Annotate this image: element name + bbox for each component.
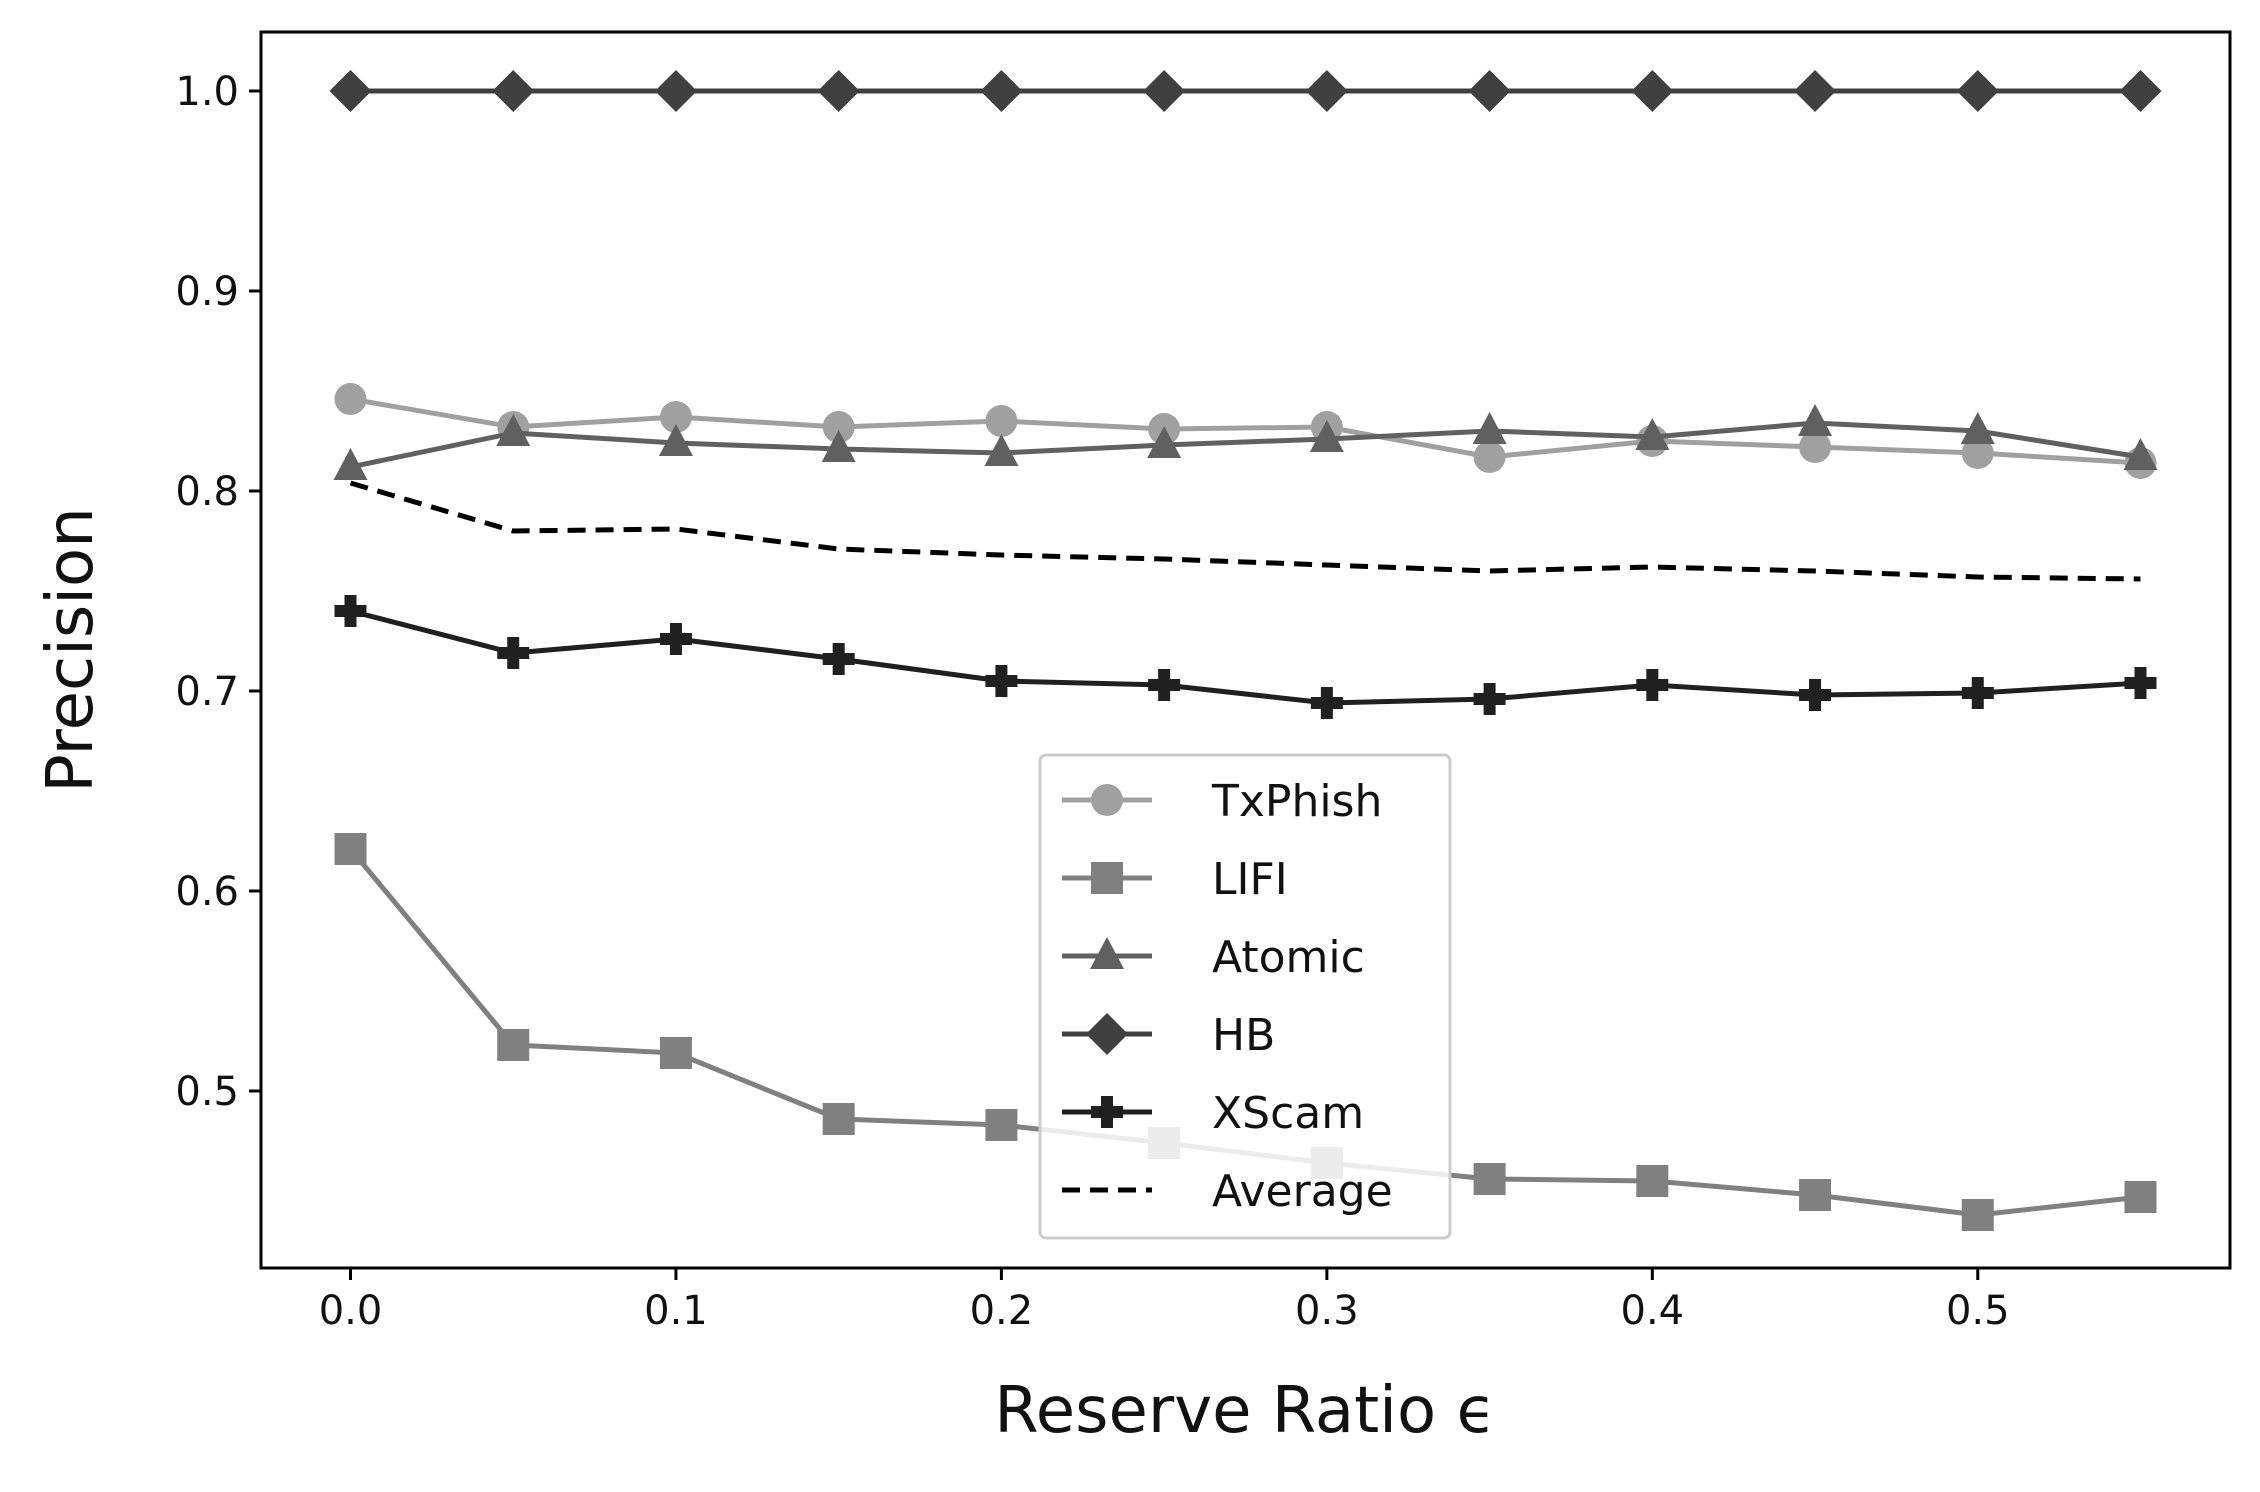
x-tick-label: 0.0 [319,1288,383,1334]
series-line-atomic [349,420,2141,470]
data-point-atomic [1798,404,1833,436]
data-point-lifi [2124,1181,2157,1213]
x-axis: 0.0 0.1 0.2 0.3 0.4 0.5 [319,1268,2010,1334]
data-point-xscam [1473,683,1506,715]
x-tick-label: 0.4 [1621,1288,1685,1334]
data-point-atomic [496,414,531,446]
data-point-xscam [2124,667,2157,699]
data-point-txphish [1961,437,1994,469]
data-point-atomic [1472,412,1507,444]
series-line-xscam [349,608,2141,706]
legend-item-atomic: Atomic [1062,932,1365,983]
data-point-hb [817,70,860,112]
data-point-hb [1305,70,1348,112]
y-tick-label: 0.9 [175,269,239,315]
legend: TxPhish LIFI Atomic HB XScam Average [1038,753,1452,1240]
legend-label: LIFI [1212,854,1288,905]
data-point-xscam [985,665,1018,697]
legend-item-txphish: TxPhish [1062,776,1382,827]
plot-frame [259,30,2232,1270]
y-tick-label: 0.8 [175,469,239,515]
data-point-atomic [1147,426,1182,458]
data-point-hb [1468,70,1511,112]
legend-item-xscam: XScam [1062,1088,1364,1139]
data-point-xscam [1636,669,1669,701]
series-line-txphish [350,396,2141,466]
data-point-xscam [1148,669,1181,701]
data-point-atomic [333,448,368,480]
legend-item-lifi: LIFI [1062,854,1288,905]
x-tick-label: 0.2 [970,1288,1034,1334]
data-point-txphish [985,405,1018,437]
data-point-txphish [1799,431,1832,463]
data-point-lifi [1636,1165,1669,1197]
data-point-xscam [1799,679,1832,711]
data-point-lifi [497,1029,530,1061]
y-tick-label: 0.7 [175,669,239,715]
data-point-atomic [1309,420,1344,452]
x-tick-label: 0.3 [1295,1288,1359,1334]
y-tick-label: 1.0 [175,69,239,115]
y-tick-label: 0.6 [175,869,239,915]
data-point-lifi [985,1109,1018,1141]
data-point-hb [492,70,535,112]
y-tick-label: 0.5 [175,1069,239,1115]
data-point-atomic [1960,412,1995,444]
data-point-lifi [334,833,367,865]
data-point-hb [1956,70,1999,112]
y-axis-label: Precision [34,507,108,793]
data-point-hb [1631,70,1674,112]
data-point-atomic [2123,438,2158,470]
data-point-hb [2119,70,2162,112]
legend-item-hb: HB [1062,1010,1275,1061]
data-point-lifi [1799,1179,1832,1211]
data-point-lifi [822,1103,855,1135]
data-point-atomic [658,424,693,456]
legend-item-average: Average [1062,1166,1393,1217]
data-point-lifi [659,1037,692,1069]
legend-marker [1091,1096,1123,1128]
data-point-lifi [1961,1199,1994,1231]
data-point-hb [329,70,372,112]
series-line-average [349,480,2141,582]
data-point-txphish [659,401,692,433]
data-point-xscam [497,637,530,669]
legend-label: Atomic [1212,932,1365,983]
data-point-hb [1143,70,1186,112]
data-point-lifi [1473,1163,1506,1195]
data-point-hb [980,70,1023,112]
y-axis: 0.5 0.6 0.7 0.8 0.9 1.0 [175,69,261,1115]
data-point-xscam [1310,687,1343,719]
legend-marker [1086,1013,1128,1055]
data-point-xscam [659,623,692,655]
data-point-atomic [821,430,856,462]
data-point-hb [654,70,697,112]
data-point-xscam [334,595,367,627]
legend-label: Average [1212,1166,1393,1217]
data-point-xscam [822,643,855,675]
legend-label: TxPhish [1211,776,1382,827]
legend-label: HB [1212,1010,1275,1061]
data-point-txphish [334,383,367,415]
series-hb [329,70,2162,112]
x-axis-label: Reserve Ratio ϵ [994,1374,1496,1448]
series-xscam [334,595,2157,719]
x-tick-label: 0.1 [644,1288,708,1334]
data-point-xscam [1961,677,1994,709]
legend-marker [1090,937,1124,969]
data-point-txphish [822,411,855,443]
legend-marker [1091,862,1123,894]
legend-label: XScam [1212,1088,1364,1139]
data-point-atomic [984,434,1019,466]
data-point-hb [1794,70,1837,112]
series-average [349,480,2141,582]
data-point-txphish [1473,441,1506,473]
series-atomic [333,404,2158,480]
data-point-atomic [1635,418,1670,450]
legend-marker [1091,784,1123,816]
x-tick-label: 0.5 [1946,1288,2010,1334]
